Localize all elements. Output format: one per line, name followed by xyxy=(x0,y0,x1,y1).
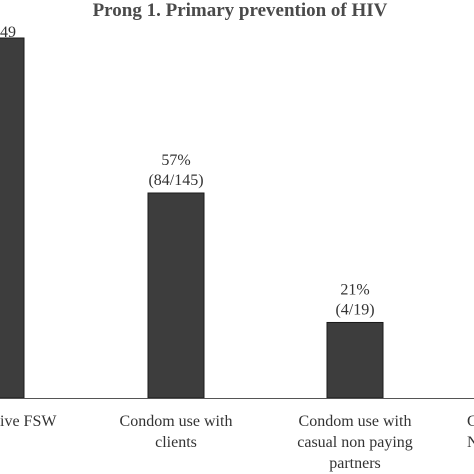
category-label-2-0: Condom use with xyxy=(299,413,412,430)
category-label-2-2: partners xyxy=(329,455,381,472)
bar-2 xyxy=(326,321,384,399)
bar-0 xyxy=(0,37,25,399)
category-label-1-0: Condom use with xyxy=(120,413,233,430)
chart-title: Prong 1. Primary prevention of HIV xyxy=(93,0,388,21)
value-labels-group: 49 57% (84/145) 21% (4/19) xyxy=(0,24,375,318)
category-label-3-1: N xyxy=(467,434,474,451)
bar-value-label-1-1: (84/145) xyxy=(148,172,203,189)
bars-group xyxy=(0,37,384,399)
category-labels-group: ive FSW Condom use with clients Condom use … xyxy=(0,413,474,472)
category-label-2-1: casual non paying xyxy=(297,434,413,451)
bar-value-label-2-1: (4/19) xyxy=(335,301,374,318)
bar-value-label-2-0: 21% xyxy=(340,281,369,298)
bar-value-label-0-0: 49 xyxy=(0,24,16,41)
category-label-1-1: clients xyxy=(155,434,197,451)
bar-1 xyxy=(147,192,205,399)
category-label-3-0: C xyxy=(467,413,474,430)
bar-value-label-1-0: 57% xyxy=(161,152,190,169)
category-label-0-0: ive FSW xyxy=(0,413,57,430)
